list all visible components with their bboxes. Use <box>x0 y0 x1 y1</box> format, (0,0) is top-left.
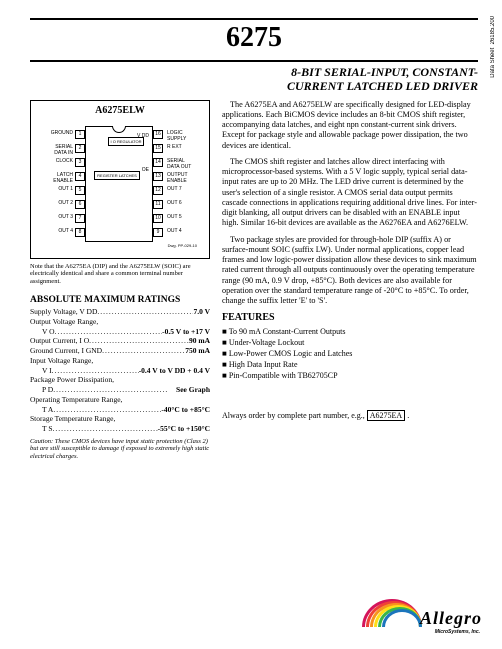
rating-value: -55°C to +150°C <box>158 424 210 434</box>
pin-label: OUT 1 <box>37 186 73 192</box>
rating-value: See Graph <box>176 385 210 395</box>
right-column: The A6275EA and A6275ELW are specificall… <box>222 100 478 461</box>
pin: 14 <box>153 158 163 167</box>
features-header: FEATURES <box>222 312 478 325</box>
chip-diagram: I O REGULATOR REGISTER LATCHES OE V DD 1… <box>37 120 203 250</box>
register-block: REGISTER LATCHES <box>94 171 140 180</box>
pin: 9 <box>153 228 163 237</box>
pin-label: SERIALDATA IN <box>37 144 73 156</box>
pin-label: OUT 3 <box>37 214 73 220</box>
rating-label: T S <box>42 424 53 434</box>
pin: 3 <box>75 158 85 167</box>
rating-label: T A <box>42 405 53 415</box>
caution-text: Caution: These CMOS devices have input s… <box>30 438 210 460</box>
pin-label: SERIALDATA OUT <box>167 158 191 170</box>
pin-label: OUT 4 <box>37 228 73 234</box>
pin-label: LOGICSUPPLY <box>167 130 186 142</box>
pin-label: OUT 7 <box>167 186 182 192</box>
pin: 4 <box>75 172 85 181</box>
pin-label: R EXT <box>167 144 182 150</box>
pin-label: CLOCK <box>37 158 73 164</box>
pin-label: OUT 2 <box>37 200 73 206</box>
rating-label: Output Current, I O <box>30 336 89 346</box>
pin-label: GROUND <box>37 130 73 136</box>
rating-label: Supply Voltage, V DD <box>30 307 97 317</box>
rating-label: P D <box>42 385 53 395</box>
top-rule <box>30 18 478 20</box>
chip-title: A6275ELW <box>37 105 203 116</box>
vdd-label: V DD <box>137 133 149 139</box>
pin: 12 <box>153 186 163 195</box>
pin: 8 <box>75 228 85 237</box>
rating-label: Package Power Dissipation, <box>30 375 114 385</box>
order-partno-box: A6275EA <box>367 410 405 421</box>
pin-label: OUT 4 <box>167 228 182 234</box>
pin-label: OUT 5 <box>167 214 182 220</box>
pin: 7 <box>75 214 85 223</box>
pin: 11 <box>153 200 163 209</box>
rating-label: Storage Temperature Range, <box>30 414 115 424</box>
rating-label: V O <box>42 327 55 337</box>
pin-label: LATCHENABLE <box>37 172 73 184</box>
pin: 6 <box>75 200 85 209</box>
body-p3: Two package styles are provided for thro… <box>222 235 478 307</box>
rating-value: 750 mA <box>185 346 210 356</box>
feature-item: Pin-Compatible with TB62705CP <box>222 371 478 381</box>
rating-label: Operating Temperature Range, <box>30 395 122 405</box>
page: 6275 8-BIT SERIAL-INPUT, CONSTANT-CURREN… <box>0 0 502 478</box>
mid-rule <box>30 60 478 62</box>
rating-label: Ground Current, I GND <box>30 346 102 356</box>
chip-notch <box>112 126 126 133</box>
chip-body: I O REGULATOR REGISTER LATCHES OE V DD <box>85 126 153 242</box>
rating-value: -40°C to +85°C <box>161 405 210 415</box>
body-p1: The A6275EA and A6275ELW are specificall… <box>222 100 478 151</box>
pin: 13 <box>153 172 163 181</box>
feature-item: Low-Power CMOS Logic and Latches <box>222 349 478 359</box>
rating-value: 90 mA <box>189 336 210 346</box>
chip-box: A6275ELW I O REGULATOR REGISTER LATCHES … <box>30 100 210 259</box>
rating-value: -0.5 V to +17 V <box>162 327 210 337</box>
left-column: A6275ELW I O REGULATOR REGISTER LATCHES … <box>30 100 210 461</box>
allegro-logo: Allegro MicroSystems, Inc. <box>362 613 482 635</box>
sheet-id-vertical: Data Sheet 26185.200 <box>490 16 496 78</box>
feature-item: To 90 mA Constant-Current Outputs <box>222 327 478 337</box>
pin-label: OUT 6 <box>167 200 182 206</box>
feature-item: High Data Input Rate <box>222 360 478 370</box>
pin: 2 <box>75 144 85 153</box>
rating-label: Output Voltage Range, <box>30 317 98 327</box>
pin: 1 <box>75 130 85 139</box>
pin: 15 <box>153 144 163 153</box>
features-list: To 90 mA Constant-Current OutputsUnder-V… <box>222 327 478 381</box>
pin-label: OUTPUTENABLE <box>167 172 188 184</box>
rating-label: Input Voltage Range, <box>30 356 93 366</box>
body-p2: The CMOS shift register and latches allo… <box>222 157 478 229</box>
amr-header: ABSOLUTE MAXIMUM RATINGS <box>30 295 210 305</box>
chip-note: Note that the A6275EA (DIP) and the A627… <box>30 263 210 285</box>
rating-value: -0.4 V to V DD + 0.4 V <box>139 366 210 376</box>
rating-label: V I <box>42 366 52 376</box>
logo-subtext: MicroSystems, Inc. <box>435 629 480 635</box>
feature-item: Under-Voltage Lockout <box>222 338 478 348</box>
subtitle: 8-BIT SERIAL-INPUT, CONSTANT-CURRENT LAT… <box>30 66 478 94</box>
order-line: Always order by complete part number, e.… <box>222 411 478 421</box>
drawing-number: Dwg. PP-029-10 <box>168 243 197 248</box>
pin: 5 <box>75 186 85 195</box>
pin: 10 <box>153 214 163 223</box>
oe-label: OE <box>142 167 149 173</box>
logo-text: Allegro <box>420 608 482 629</box>
part-number: 6275 <box>30 22 478 54</box>
rating-value: 7.0 V <box>193 307 210 317</box>
amr-table: Supply Voltage, V DD ...................… <box>30 307 210 434</box>
pin: 16 <box>153 130 163 139</box>
